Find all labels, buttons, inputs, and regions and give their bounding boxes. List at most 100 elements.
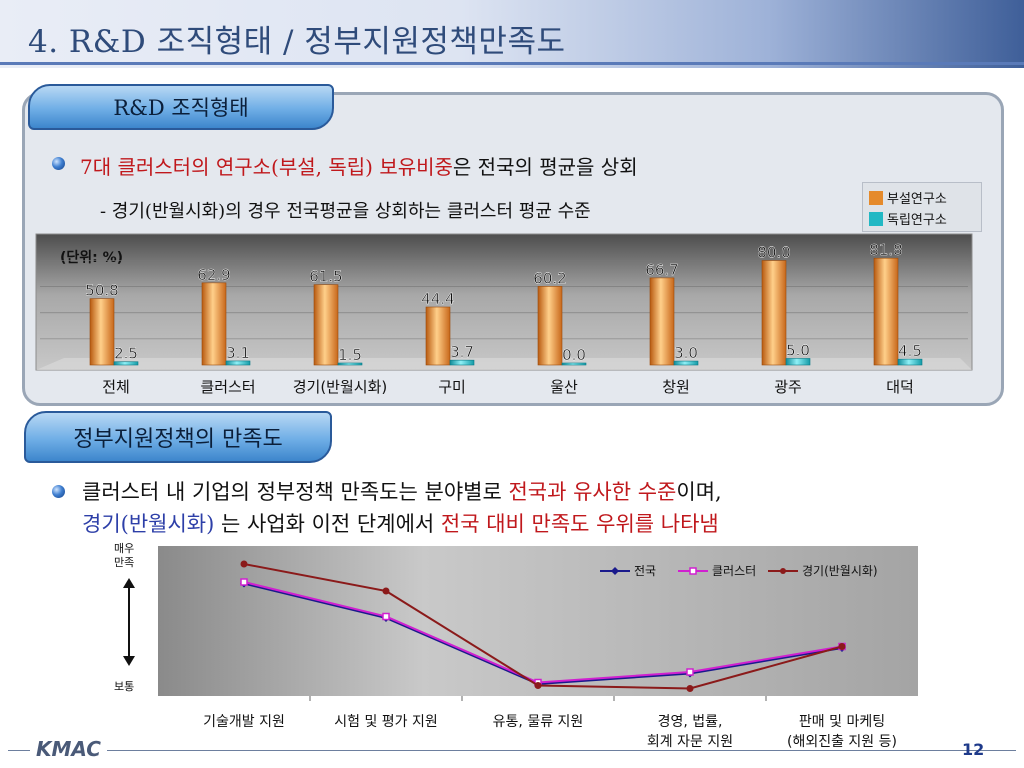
bar-value-label: 62.9 (197, 266, 230, 284)
policy-section-tab-label: 정부지원정책의 만족도 (73, 427, 283, 452)
bar-independent (785, 358, 811, 366)
bar-value-label: 50.8 (85, 282, 118, 300)
bar-value-label: 61.5 (309, 268, 342, 286)
rd-section-tab-label: R&D 조직형태 (113, 96, 249, 120)
bar-independent (673, 360, 699, 366)
bar-attached (649, 277, 675, 366)
bar-category-label: 구미 (438, 378, 466, 396)
unit-label: (단위: %) (60, 249, 123, 266)
header-band: 4. R&D 조직형태 / 정부지원정책만족도 (0, 0, 1024, 68)
bar-attached (89, 298, 115, 366)
bar-value-label: 0.0 (562, 346, 586, 364)
bar-category-label: 클러스터 (200, 378, 255, 396)
bar-category-label: 창원 (662, 378, 690, 396)
line-point (838, 643, 846, 650)
legend-marker (780, 568, 786, 574)
line-category-label: 유통, 물류 지원 (493, 714, 584, 730)
footer-rule (8, 750, 1016, 751)
bar-category-label: 울산 (550, 378, 578, 396)
bar-attached (313, 284, 339, 366)
policy-section-tab: 정부지원정책의 만족도 (24, 411, 332, 463)
rd-section-tab: R&D 조직형태 (28, 84, 334, 130)
policy-line-1-a: 클러스터 내 기업의 정부정책 만족도는 분야별로 (82, 480, 509, 504)
legend-item-독립: 독립연구소 (869, 209, 947, 228)
line-category-label: 시험 및 평가 지원 (334, 714, 438, 730)
bar-value-label: 81.8 (869, 241, 902, 259)
line-category-label: (해외진출 지원 등) (787, 734, 897, 750)
policy-line-1-red: 전국과 유사한 수준 (508, 480, 677, 504)
line-chart: 매우 만족 보통 전국 클러스터 경기(반월시화) 기술개발 지원 시험 및 평가 지… (114, 542, 918, 750)
bar-chart: (단위: %) 50.8 2.5 62.9 3.1 61.5 1.5 44.4 3.7 60.2… (35, 233, 973, 396)
rd-bullet-red-text: 7대 클러스터의 연구소(부설, 독립) 보유비중 (80, 155, 453, 179)
y-top-label-1: 매우 (114, 542, 134, 555)
bar-category-label: 대덕 (886, 378, 914, 396)
bar-attached (761, 260, 787, 366)
policy-line-2-blue: 경기(반월시화) (82, 512, 221, 536)
kmac-logo: KMAC (30, 737, 107, 761)
bar-value-label: 44.4 (421, 290, 454, 308)
bar-independent (337, 362, 363, 366)
bar-independent (449, 359, 475, 366)
y-arrow-down-icon (123, 656, 135, 666)
bar-plot-area (35, 233, 973, 371)
bar-value-label: 80.0 (757, 244, 790, 262)
policy-line-1: 클러스터 내 기업의 정부정책 만족도는 분야별로 전국과 유사한 수준이며, (82, 476, 722, 506)
bar-value-label: 60.2 (533, 269, 566, 287)
bar-value-label: 3.0 (674, 344, 698, 362)
line-point (686, 685, 694, 692)
bullet-icon (52, 485, 65, 498)
bar-category-label: 광주 (774, 378, 802, 396)
legend-label: 부설연구소 (887, 192, 947, 207)
bar-value-label: 5.0 (786, 341, 810, 359)
bar-attached (873, 257, 899, 366)
legend-label: 전국 (634, 564, 656, 578)
policy-line-1-b: 이며, (676, 480, 722, 504)
bullet-icon (52, 157, 65, 170)
line-category-label: 회계 자문 지원 (647, 734, 733, 750)
legend-label: 클러스터 (712, 564, 756, 578)
line-point (534, 682, 542, 689)
y-top-label-2: 만족 (114, 556, 134, 569)
policy-line-2-a: 는 사업화 이전 단계에서 (220, 512, 441, 536)
line-point (686, 668, 694, 676)
bar-attached (201, 282, 227, 366)
legend-item-부설: 부설연구소 (869, 188, 947, 207)
line-category-label: 기술개발 지원 (203, 714, 285, 730)
page-title: 4. R&D 조직형태 / 정부지원정책만족도 (28, 24, 566, 60)
bar-value-label: 3.1 (226, 344, 250, 362)
bar-independent (561, 362, 587, 366)
bar-value-label: 66.7 (645, 261, 678, 279)
legend-label: 경기(반월시화) (802, 564, 878, 578)
header-stripe (0, 62, 1024, 65)
rd-bullet-text: 은 전국의 평균을 상회 (452, 155, 638, 179)
bar-value-label: 1.5 (338, 346, 362, 364)
bar-floor (36, 358, 972, 370)
bar-value-label: 2.5 (114, 345, 138, 363)
policy-line-2-red: 전국 대비 만족도 우위를 나타냄 (440, 512, 719, 536)
line-point (382, 587, 390, 595)
bar-chart-legend: 부설연구소 독립연구소 (862, 182, 982, 232)
bar-category-label: 경기(반월시화) (293, 378, 388, 396)
bar-independent (897, 358, 923, 366)
legend-swatch-teal (869, 211, 883, 226)
bar-independent (113, 361, 139, 366)
page-number: 12 (962, 740, 985, 759)
rd-sub-bullet: - 경기(반월시화)의 경우 전국평균을 상회하는 클러스터 평균 수준 (100, 201, 591, 222)
line-category-label: 경영, 법률, (658, 714, 723, 730)
legend-label: 독립연구소 (887, 213, 947, 228)
bar-independent (225, 360, 251, 366)
bar-attached (425, 306, 451, 366)
bar-value-label: 4.5 (898, 342, 922, 360)
legend-marker (611, 567, 619, 575)
line-category-label: 판매 및 마케팅 (799, 714, 885, 730)
line-point (240, 578, 248, 586)
line-point (240, 560, 248, 568)
legend-swatch-orange (869, 190, 883, 205)
bar-category-label: 전체 (102, 378, 130, 396)
policy-line-2: 경기(반월시화) 는 사업화 이전 단계에서 전국 대비 만족도 우위를 나타냄 (82, 508, 719, 538)
y-bottom-label: 보통 (114, 680, 134, 693)
y-arrow-up-icon (123, 578, 135, 588)
bar-attached (537, 286, 563, 366)
bar-value-label: 3.7 (450, 343, 474, 361)
rd-bullet-line: 7대 클러스터의 연구소(부설, 독립) 보유비중은 전국의 평균을 상회 (80, 151, 638, 180)
